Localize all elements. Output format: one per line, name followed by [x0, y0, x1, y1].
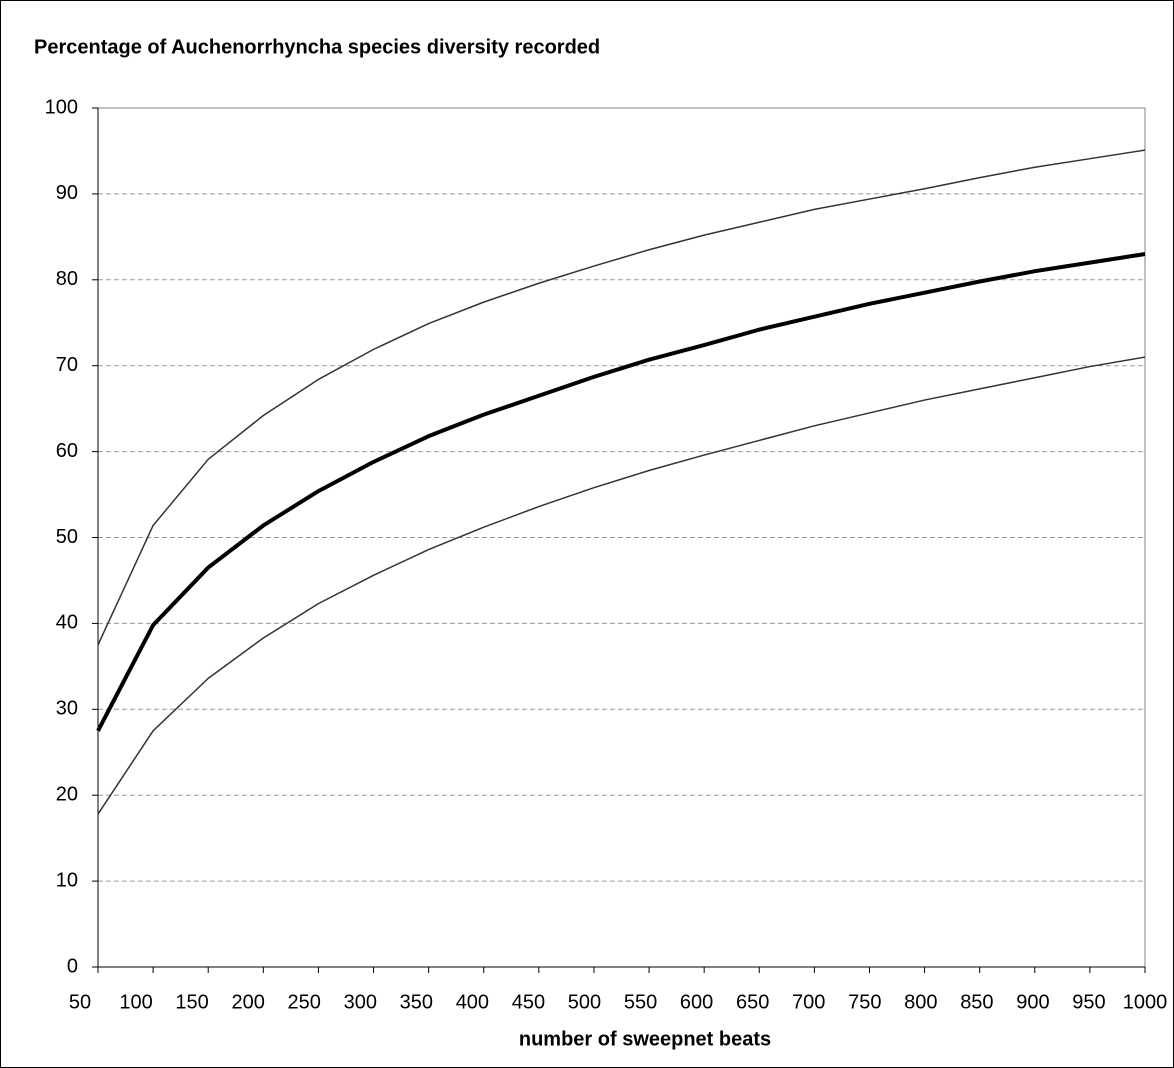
- x-tick-label: 150: [175, 991, 208, 1013]
- x-tick-label: 1000: [1123, 991, 1168, 1013]
- x-tick-label: 50: [69, 991, 91, 1013]
- x-tick-label: 750: [848, 991, 881, 1013]
- x-tick-label: 900: [1016, 991, 1049, 1013]
- x-tick-label: 700: [792, 991, 825, 1013]
- x-tick-label: 300: [344, 991, 377, 1013]
- x-tick-label: 250: [288, 991, 321, 1013]
- y-tick-label: 20: [56, 783, 78, 805]
- y-tick-label: 100: [45, 96, 78, 118]
- y-tick-label: 70: [56, 354, 78, 376]
- y-tick-label: 30: [56, 698, 78, 720]
- x-axis-title: number of sweepnet beats: [519, 1028, 771, 1050]
- x-tick-label: 950: [1072, 991, 1105, 1013]
- x-tick-label: 400: [456, 991, 489, 1013]
- y-tick-label: 60: [56, 440, 78, 462]
- x-tick-label: 500: [568, 991, 601, 1013]
- x-tick-label: 350: [400, 991, 433, 1013]
- y-tick-label: 50: [56, 526, 78, 548]
- x-tick-label: 100: [119, 991, 152, 1013]
- x-tick-label: 200: [231, 991, 264, 1013]
- y-tick-label: 40: [56, 612, 78, 634]
- x-tick-label: 600: [680, 991, 713, 1013]
- x-tick-label: 850: [960, 991, 993, 1013]
- chart-title: Percentage of Auchenorrhyncha species di…: [34, 36, 600, 58]
- y-tick-label: 10: [56, 869, 78, 891]
- y-tick-label: 0: [67, 955, 78, 977]
- x-tick-label: 800: [904, 991, 937, 1013]
- y-tick-label: 90: [56, 182, 78, 204]
- y-tick-label: 80: [56, 268, 78, 290]
- x-tick-label: 550: [624, 991, 657, 1013]
- x-tick-label: 650: [736, 991, 769, 1013]
- x-tick-label: 450: [512, 991, 545, 1013]
- series-line: [97, 356, 1146, 815]
- series-line: [97, 149, 1146, 646]
- series-line: [96, 252, 1146, 732]
